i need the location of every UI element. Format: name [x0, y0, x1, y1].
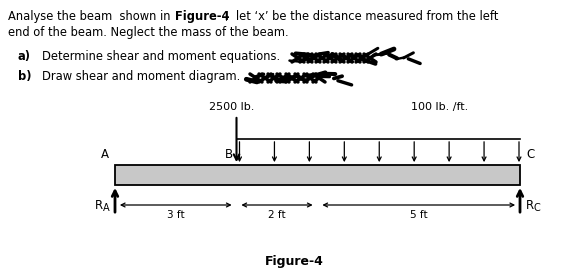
Text: C: C: [526, 148, 534, 161]
Text: Figure-4: Figure-4: [175, 10, 229, 23]
Text: Analyse the beam  shown in: Analyse the beam shown in: [8, 10, 174, 23]
Text: a): a): [18, 50, 31, 63]
Bar: [115, 165, 520, 185]
Text: R: R: [526, 199, 534, 212]
Text: 2 ft: 2 ft: [268, 210, 286, 220]
Text: A: A: [101, 148, 109, 161]
Text: end of the beam. Neglect the mass of the beam.: end of the beam. Neglect the mass of the…: [8, 26, 289, 39]
Text: Draw shear and moment diagram.: Draw shear and moment diagram.: [42, 70, 240, 83]
Text: 2500 lb.: 2500 lb.: [209, 102, 254, 112]
Text: Determine shear and moment equations.: Determine shear and moment equations.: [42, 50, 280, 63]
Text: C: C: [534, 203, 541, 213]
Text: B: B: [225, 148, 233, 161]
Text: 5 ft: 5 ft: [410, 210, 427, 220]
Text: A: A: [103, 203, 109, 213]
Text: 3 ft: 3 ft: [167, 210, 185, 220]
Text: R: R: [95, 199, 103, 212]
Text: 100 lb. /ft.: 100 lb. /ft.: [412, 102, 469, 112]
Text: b): b): [18, 70, 32, 83]
Text: ,  let ‘x’ be the distance measured from the left: , let ‘x’ be the distance measured from …: [225, 10, 499, 23]
Text: Figure-4: Figure-4: [265, 255, 323, 268]
